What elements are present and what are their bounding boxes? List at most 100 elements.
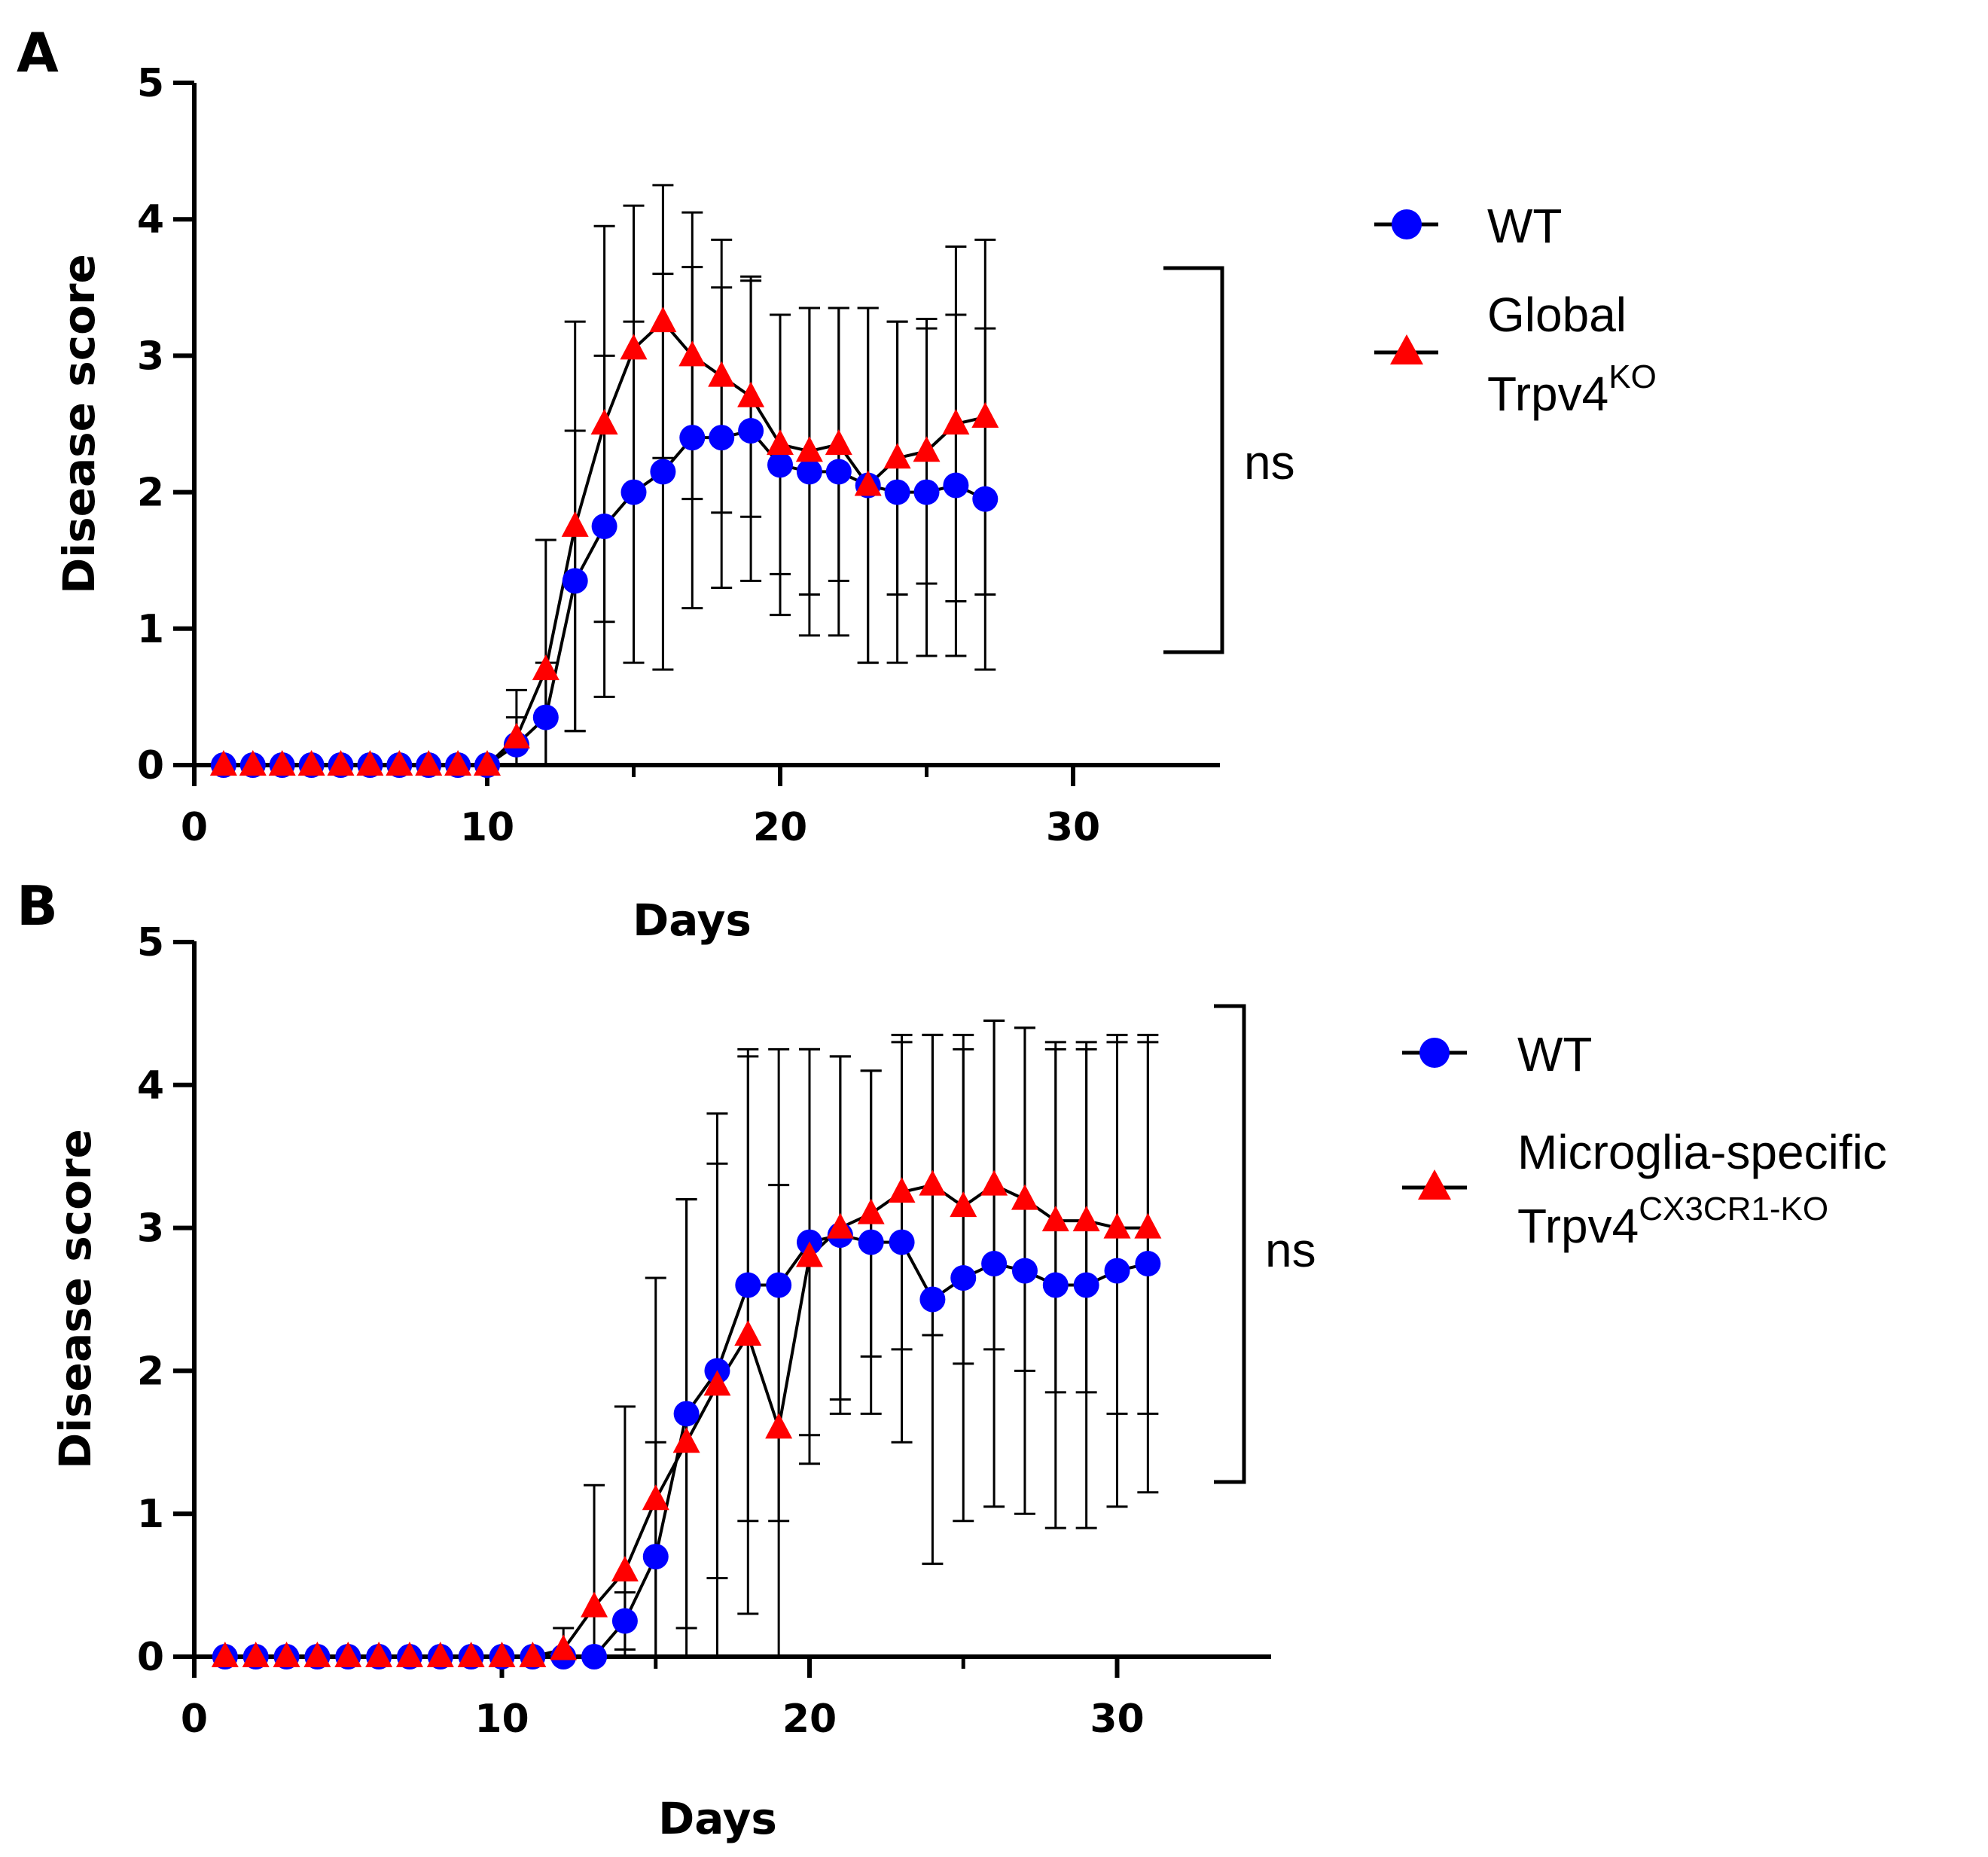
panel-b-ko-point [211,1642,239,1667]
panel-b-ko-point [1041,1206,1069,1232]
panel-a-y-axis-title: Disease score [53,254,105,594]
panel-b-x-tick-label: 30 [1090,1697,1144,1742]
legend-b-wt-marker [1419,1038,1450,1068]
panel-a-sig-label: ns [1244,435,1295,489]
panel-b-significance: ns [1214,1004,1316,1484]
panel-b-wt-point [1042,1272,1069,1298]
panel-a-ko-point [678,340,706,367]
panel-b-ko-point [1072,1206,1100,1232]
panel-b-ko-point [273,1642,300,1667]
panel-b-wt-point [642,1544,669,1570]
panel-a-ko-point [474,750,501,776]
panel-a-ko-point [444,750,472,776]
panel-a-ko-point [620,334,648,360]
panel-a-ko-point [532,654,560,681]
panel-a-wt-point [679,425,706,451]
panel-b-ko-point [980,1169,1008,1196]
panel-b-ko-point [457,1642,485,1667]
panel-a-ko-point [386,750,413,776]
panel-b-wt-point [981,1251,1008,1277]
panel-b-ko-point [1103,1212,1131,1239]
panel-b-y-tick-label: 2 [137,1349,164,1394]
legend-b-ko-sup: CX3CR1-KO [1639,1191,1828,1227]
panel-a-wt-point [825,459,852,485]
panel-a-ko-point [327,750,355,776]
panel-a-ko-point [708,361,736,387]
panel-a-y-tick-label: 3 [137,334,164,379]
panel-a-ko-point [649,306,677,333]
panel-a-x-axis-title: Days [633,895,752,946]
panel-a-y-tick-label: 5 [137,61,164,106]
panel-a-x-tick-label: 0 [181,805,208,850]
panel-a-ko-point [356,750,384,776]
panel-b-ko-point [919,1169,947,1196]
panel-b-y-tick-label: 4 [137,1063,164,1108]
panel-a-wt-point [972,486,999,512]
panel-b-y-axis-title: Disease score [50,1129,101,1469]
panel-b-ko-point [519,1642,547,1667]
panel-b-y-tick-label: 0 [137,1635,164,1680]
panel-b-ko-point [1134,1212,1162,1239]
panel-b-ko-point [611,1556,639,1582]
panel-a-ko-point [239,750,267,776]
panel-a-wt-point [943,472,969,499]
panel-a-x-tick-label: 30 [1046,805,1100,850]
panel-a-x-tick-label: 20 [753,805,807,850]
panel-a-legend: WT Global Trpv4KO [1374,199,1657,421]
panel-b-letter: B [17,874,58,938]
panel-a-y-tick-label: 4 [137,197,164,242]
legend-a-ko-label-line2: Trpv4KO [1487,358,1657,421]
panel-b-ko-point [242,1642,270,1667]
panel-a-wt-point [709,425,735,451]
panel-a-wt-point [884,479,910,505]
panel-a-wt-point [796,459,822,485]
panel-b-ko-point [365,1642,393,1667]
legend-a-ko-sup: KO [1608,358,1657,395]
panel-a-wt-point [767,452,793,478]
panel-b-ko-point [857,1198,885,1224]
panel-b-ko-point [734,1319,762,1346]
legend-b-ko-base: Trpv4 [1517,1199,1639,1253]
panel-a-ko-point [854,470,882,496]
panel-b-ko-point [334,1642,362,1667]
panel-b-y-tick-label: 3 [137,1206,164,1252]
panel-b-ko-point [703,1370,731,1396]
panel-b-ko-point [796,1241,823,1267]
panel-a-significance: ns [1163,266,1295,654]
panel-b-wt-point [858,1229,884,1255]
panel-b-wt-point [735,1272,761,1298]
panel-b-wt-point [889,1229,915,1255]
panel-b-ko-point [550,1634,578,1660]
panel-a-ko-point [502,722,530,749]
legend-b-ko-label-line2: Trpv4CX3CR1-KO [1517,1191,1828,1253]
legend-a-ko-marker [1390,334,1423,364]
panel-b-wt-point [1073,1272,1099,1298]
legend-a-ko-base: Trpv4 [1487,367,1608,421]
panel-a-wt-point [591,513,617,539]
panel-a-ko-point [209,750,237,776]
panel-b-wt-point [1135,1251,1161,1277]
panel-b-chart: 0 1 2 3 4 5 0 10 20 30 Days Disease score [50,920,1271,1844]
panel-a-ko-point [268,750,296,776]
legend-a-wt-label: WT [1487,199,1563,253]
legend-a-ko-label-line1: Global [1487,288,1627,342]
panel-b-ko-point [426,1642,454,1667]
panel-b-wt-point [919,1286,946,1313]
panel-a-x-tick-label: 10 [460,805,514,850]
panel-a-wt-point [650,459,676,485]
panel-b-y-tick-label: 1 [137,1492,164,1537]
panel-b-wt-point [611,1608,638,1634]
panel-b-y-tick-label: 5 [137,920,164,965]
panel-a-ko-point [767,429,794,456]
legend-b-ko-label-line1: Microglia-specific [1517,1125,1887,1179]
panel-a-ko-point [883,443,911,469]
panel-b-wt-point [673,1401,700,1427]
panel-b-ko-point [765,1413,793,1439]
panel-b-x-axis-title: Days [658,1793,777,1844]
panel-b-x-tick-label: 10 [474,1697,529,1742]
panel-b-ko-point [826,1212,854,1239]
panel-a-wt-point [913,479,940,505]
panel-b-x-tick-label: 20 [782,1697,837,1742]
panel-a-ko-point [913,436,941,462]
